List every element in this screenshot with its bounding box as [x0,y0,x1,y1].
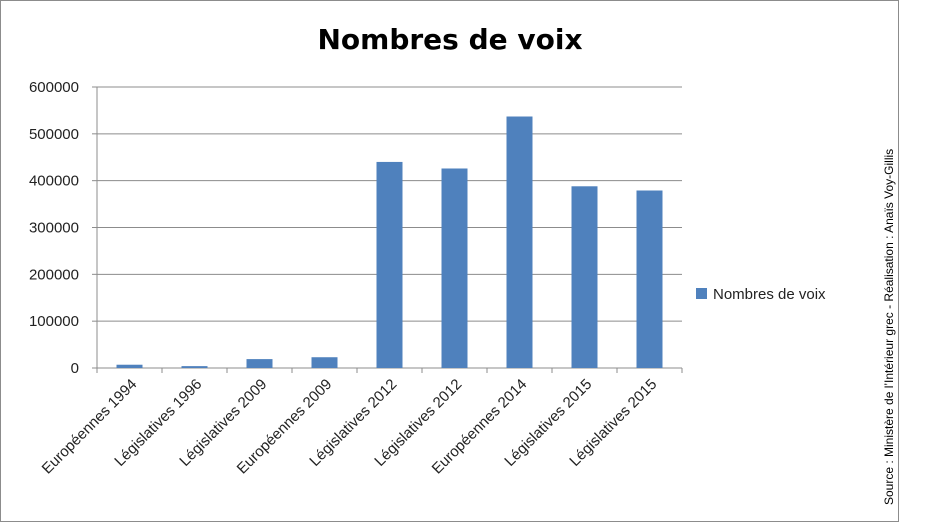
bar [506,116,533,368]
y-tick-label: 0 [71,360,79,377]
bar [116,364,143,368]
y-tick-label: 300000 [29,220,79,237]
bar [441,168,468,368]
source-note: Source : Ministère de l’Intérieur grec -… [882,149,896,505]
y-tick-label: 400000 [29,173,79,190]
chart-title: Nombres de voix [317,23,582,56]
bar [246,359,273,368]
legend: Nombres de voix [696,286,826,303]
y-tick-labels: 0 100000 200000 300000 400000 500000 600000 [29,79,79,377]
y-tick-label: 200000 [29,266,79,283]
bar [636,190,663,368]
bar [311,357,338,368]
y-tick-label: 500000 [29,126,79,143]
y-tick-label: 100000 [29,313,79,330]
y-tick-label: 600000 [29,79,79,96]
bar [181,366,208,368]
legend-swatch [696,288,707,299]
bar [376,161,403,368]
legend-label: Nombres de voix [713,286,826,303]
bar [571,186,598,368]
bars [116,116,663,368]
